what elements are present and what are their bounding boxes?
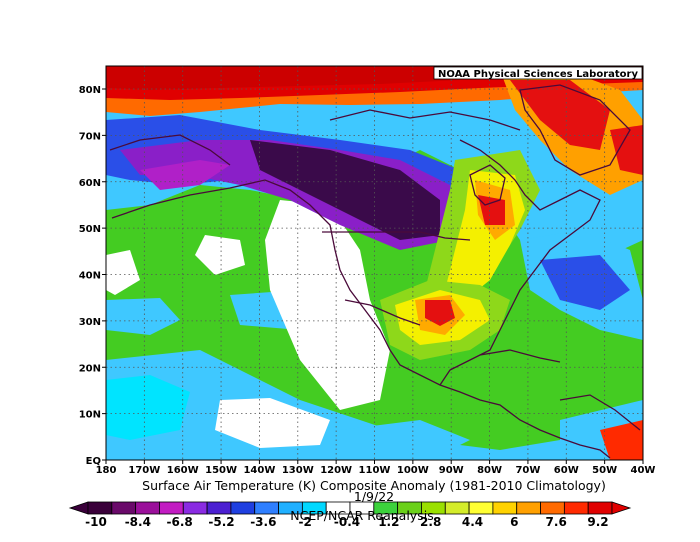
caribbean-islands xyxy=(479,349,561,363)
colorbar-segment xyxy=(135,501,160,515)
colorbar-segment xyxy=(468,501,494,515)
field-white-west xyxy=(106,250,140,295)
colorbar-tick-label: 1.2 xyxy=(378,515,399,529)
colorbar-segment xyxy=(254,501,279,515)
lon-label: 50W xyxy=(592,465,617,476)
anomaly-field xyxy=(106,66,643,460)
colorbar-tick-label: 4.4 xyxy=(462,515,483,529)
colorbar-segment xyxy=(230,501,256,515)
lat-label: 20N xyxy=(79,363,101,374)
us-canada-border xyxy=(322,231,471,241)
colorbar-tick-label: 9.2 xyxy=(587,515,608,529)
colorbar-segment xyxy=(516,501,541,515)
field-blue-atlantic-deep xyxy=(540,255,630,310)
us-mexico-border xyxy=(344,299,421,326)
field-red-lakes xyxy=(478,195,505,225)
coastline-east xyxy=(439,139,601,386)
lon-label: 160W xyxy=(167,465,199,476)
lab-label: NOAA Physical Sciences Laboratory xyxy=(438,69,639,80)
arctic-coast xyxy=(329,109,521,131)
colorbar-segment xyxy=(587,501,613,515)
map-date: 1/9/22 xyxy=(354,489,394,504)
axis-ticks xyxy=(102,88,644,464)
colorbar-tick-label: -6.8 xyxy=(167,515,193,529)
field-red-greenland-e xyxy=(610,125,643,175)
lat-label: EQ xyxy=(86,456,101,467)
field-cyan-sw xyxy=(106,375,190,440)
colorbar-tick-label: -5.2 xyxy=(208,515,234,529)
lon-label: 60W xyxy=(554,465,579,476)
colorbar-segment xyxy=(182,501,208,515)
colorbar-segment xyxy=(87,501,113,515)
lon-label: 40W xyxy=(631,465,656,476)
colorbar-tick-label: -2 xyxy=(298,515,311,529)
field-white-south xyxy=(215,398,330,448)
colorbar-tick-label: 7.6 xyxy=(546,515,567,529)
colorbar xyxy=(68,501,632,515)
colorbar-tick-label: -10 xyxy=(85,515,107,529)
field-red-greenland xyxy=(510,80,610,150)
coastline-west xyxy=(111,179,611,459)
lon-label: 120W xyxy=(320,465,352,476)
colorbar-tick-label: -3.6 xyxy=(250,515,276,529)
lon-label: 90W xyxy=(439,465,464,476)
lab-label-box xyxy=(433,66,643,80)
colorbar-left-arrow xyxy=(68,501,89,515)
lat-label: 50N xyxy=(79,224,101,235)
field-magenta-ak xyxy=(140,160,230,190)
lon-label: 170W xyxy=(128,465,160,476)
colorbar-tick-label: -0.4 xyxy=(334,515,360,529)
coastlines xyxy=(109,84,641,459)
lon-label: 180 xyxy=(96,465,117,476)
colorbar-segment xyxy=(111,501,137,515)
lon-label: 70W xyxy=(515,465,540,476)
longitude-labels: 180 170W 160W 150W 140W 130W 120W 110W 100W 90W 80… xyxy=(96,465,656,476)
field-white-pacific xyxy=(195,235,245,275)
lat-label: 80N xyxy=(79,85,101,96)
lat-label: 30N xyxy=(79,317,101,328)
colorbar-segment xyxy=(492,501,518,515)
colorbar-segment xyxy=(563,501,589,515)
alaska-coast xyxy=(109,134,231,166)
greenland-coast xyxy=(519,84,631,176)
colorbar-segment xyxy=(159,501,184,515)
hudson-bay xyxy=(469,164,506,206)
field-red-se-us xyxy=(425,300,455,326)
lat-label: 60N xyxy=(79,178,101,189)
colorbar-labels: -10 -8.4 -6.8 -5.2 -3.6 -2 -0.4 1.2 2.8 4.4 6 7.6 9.… xyxy=(85,515,608,529)
lat-label: 40N xyxy=(79,271,101,282)
latitude-labels: 80N 70N 60N 50N 40N 30N 20N 10N EQ xyxy=(79,85,101,467)
colorbar-segment xyxy=(540,501,565,515)
map-title: Surface Air Temperature (K) Composite An… xyxy=(142,478,606,493)
field-darkred-arctic xyxy=(106,66,460,90)
south-america-coast xyxy=(559,394,641,431)
colorbar-right-arrow xyxy=(611,501,632,515)
lon-label: 140W xyxy=(243,465,275,476)
colorbar-segment xyxy=(206,501,232,515)
colorbar-tick-label: 6 xyxy=(510,515,518,529)
field-red-se xyxy=(600,420,643,460)
colorbar-tick-label: -8.4 xyxy=(125,515,151,529)
field-blue-pacific1 xyxy=(106,298,180,335)
lon-label: 80W xyxy=(477,465,502,476)
lon-label: 110W xyxy=(359,465,391,476)
lon-label: 150W xyxy=(205,465,237,476)
field-cyan-south2 xyxy=(340,420,470,460)
lat-label: 10N xyxy=(79,410,101,421)
colorbar-tick-label: 2.8 xyxy=(420,515,441,529)
lon-label: 130W xyxy=(282,465,314,476)
field-white-coast xyxy=(265,200,390,410)
map-source: NCEP/NCAR Reanalysis xyxy=(290,508,433,523)
lat-label: 70N xyxy=(79,131,101,142)
lon-label: 100W xyxy=(397,465,429,476)
colorbar-segment xyxy=(444,501,470,515)
